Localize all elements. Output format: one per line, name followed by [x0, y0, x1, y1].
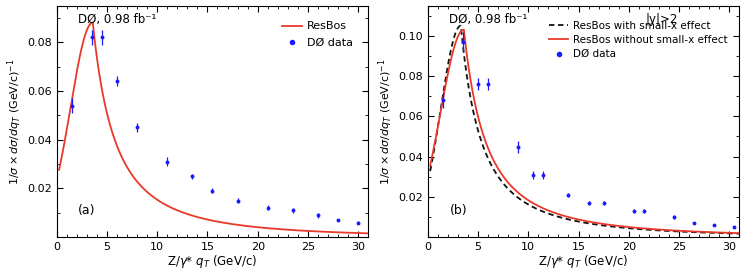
Y-axis label: $1/\sigma \times d\sigma/dq_T$ (GeV/c)$^{-1}$: $1/\sigma \times d\sigma/dq_T$ (GeV/c)$^… — [377, 58, 396, 185]
Text: (a): (a) — [78, 204, 96, 217]
X-axis label: Z/$\gamma$* $q_T$ (GeV/c): Z/$\gamma$* $q_T$ (GeV/c) — [168, 253, 258, 270]
Text: (b): (b) — [449, 204, 467, 217]
Text: DØ, 0.98 fb⁻¹: DØ, 0.98 fb⁻¹ — [78, 12, 156, 25]
Y-axis label: $1/\sigma \times d\sigma/dq_T$ (GeV/c)$^{-1}$: $1/\sigma \times d\sigma/dq_T$ (GeV/c)$^… — [5, 58, 24, 185]
X-axis label: Z/$\gamma$* $q_T$ (GeV/c): Z/$\gamma$* $q_T$ (GeV/c) — [539, 253, 629, 270]
Text: |y|>2: |y|>2 — [646, 12, 678, 25]
Legend: ResBos with small-x effect, ResBos without small-x effect, DØ data: ResBos with small-x effect, ResBos witho… — [546, 18, 731, 62]
Legend: ResBos, DØ data: ResBos, DØ data — [279, 18, 357, 51]
Text: DØ, 0.98 fb⁻¹: DØ, 0.98 fb⁻¹ — [449, 12, 528, 25]
